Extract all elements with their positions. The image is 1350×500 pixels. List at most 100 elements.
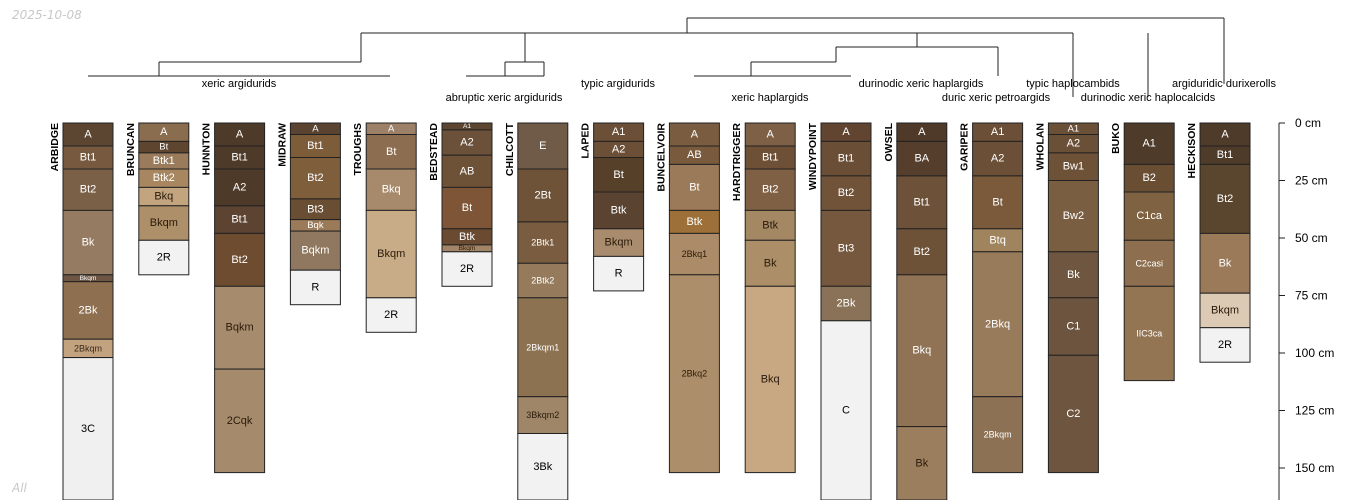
horizon-label: 2R <box>384 309 398 321</box>
profile-name: BUNCELVOIR <box>655 123 667 192</box>
horizon-block <box>441 251 493 287</box>
group-label: abruptic xeric argidurids <box>446 92 563 104</box>
soil-profile: CHILCOTT E 2Bt 2Btk1 2Btk2 2Bkqm1 3Bkqm2 3Bk <box>504 122 569 500</box>
soil-profile: BUKO A1 B2 C1ca C2casi IIC3ca <box>1110 122 1175 382</box>
horizon-label: Bt2 <box>307 172 324 184</box>
horizon-label: A <box>691 129 699 141</box>
horizon-block <box>744 239 796 287</box>
horizon-label: C2casi <box>1135 258 1163 268</box>
horizon-label: 2Bkqm1 <box>526 342 559 352</box>
horizon-block <box>593 255 645 292</box>
horizon-label: Btq <box>989 234 1006 246</box>
horizon-label: Bkqm <box>377 248 405 260</box>
horizon-label: Bkqm <box>1211 304 1239 316</box>
horizon-block <box>896 274 948 428</box>
profile-name: ARBIDGE <box>49 123 61 171</box>
horizon-block <box>1199 232 1251 294</box>
horizon-block <box>744 168 796 211</box>
profile-name: CHILCOTT <box>504 122 516 176</box>
horizon-label: Bkq <box>912 345 931 357</box>
soil-profile: WINDYPOINT A Bt1 Bt2 Bt3 2Bk C <box>807 122 872 500</box>
profile-name: HARDTRIGGER <box>731 123 743 202</box>
horizon-label: Btk1 <box>153 155 175 167</box>
horizon-block <box>1123 122 1175 165</box>
profile-name: HUNNTON <box>201 123 213 175</box>
horizon-label: A <box>767 129 775 141</box>
horizon-label: Bt1 <box>80 152 97 164</box>
horizon-label: B2 <box>1142 172 1155 184</box>
horizon-block <box>1047 354 1099 474</box>
taxonomic-group-labels: xeric argidurids abruptic xeric argidurid… <box>202 78 1277 104</box>
horizon-label: Bt1 <box>914 196 931 208</box>
horizon-block <box>896 175 948 230</box>
horizon-block <box>1199 163 1251 234</box>
horizon-label: 2R <box>460 263 474 275</box>
horizon-block <box>1199 327 1251 363</box>
group-label: durinodic xeric haplargids <box>859 78 984 90</box>
footer-watermark: All <box>12 481 27 495</box>
horizon-label: Bt <box>159 142 168 153</box>
horizon-label: 2Bt <box>535 189 552 201</box>
horizon-block <box>138 239 190 276</box>
profile-name: LAPED <box>580 123 592 159</box>
depth-tick-label: 50 cm <box>1295 231 1328 245</box>
group-label: typic haplocambids <box>1026 78 1120 90</box>
soil-profile: GARIPER A1 A2 Bt Btq 2Bkq 2Bkqm <box>959 122 1024 474</box>
horizon-label: A1 <box>612 126 625 138</box>
horizon-label: Btk <box>762 219 778 231</box>
horizon-label: Bqkm <box>301 245 329 257</box>
horizon-block <box>517 221 569 264</box>
horizon-block <box>1047 251 1099 299</box>
date-watermark: 2025-10-08 <box>12 8 82 22</box>
horizon-block <box>744 209 796 241</box>
horizon-label: A <box>918 126 926 138</box>
profile-name: MIDRAW <box>276 123 288 167</box>
horizon-label: Btk <box>611 204 627 216</box>
horizon-label: R <box>615 268 623 280</box>
horizon-label: Bt2 <box>231 254 248 266</box>
horizon-block <box>214 168 266 207</box>
horizon-label: Bkq <box>154 191 173 203</box>
horizon-label: 2R <box>1218 339 1232 351</box>
horizon-label: Bt1 <box>762 152 779 164</box>
horizon-block <box>289 157 341 200</box>
horizon-block <box>289 269 341 306</box>
horizon-label: Bkq <box>761 373 780 385</box>
horizon-block <box>972 396 1024 474</box>
horizon-block <box>1123 163 1175 193</box>
depth-tick-label: 0 cm <box>1295 116 1321 130</box>
dendrogram <box>88 17 1225 97</box>
horizon-label: Bt1 <box>307 140 324 152</box>
horizon-label: Bkqm <box>80 275 97 282</box>
horizon-block <box>820 320 872 500</box>
horizon-label: Bt <box>992 196 1002 208</box>
horizon-block <box>441 154 493 188</box>
horizon-label: R <box>311 281 319 293</box>
horizon-block <box>517 297 569 398</box>
horizon-label: Bkqm <box>459 245 476 252</box>
profile-name: WHOLAN <box>1034 123 1046 170</box>
horizon-block <box>289 230 341 271</box>
horizon-block <box>593 157 645 193</box>
horizon-label: 2Bkqm <box>984 430 1012 440</box>
horizon-label: Btk2 <box>153 172 175 184</box>
horizon-label: C <box>842 404 850 416</box>
horizon-label: Bk <box>82 237 95 249</box>
horizon-block <box>365 168 417 211</box>
horizon-label: Bt <box>613 169 623 181</box>
horizon-label: AB <box>687 149 702 161</box>
horizon-label: 2Btk1 <box>531 238 554 248</box>
horizon-label: Bt <box>689 181 699 193</box>
soil-profile: HUNNTON A Bt1 A2 Bt1 Bt2 Bqkm 2Cqk <box>201 122 266 474</box>
horizon-label: Bqkm <box>226 322 254 334</box>
horizon-block <box>1199 292 1251 329</box>
group-label: durinodic xeric haplocalcids <box>1081 92 1216 104</box>
horizon-label: Btk <box>459 231 475 243</box>
horizon-block <box>365 134 417 170</box>
horizon-label: Bt1 <box>838 153 855 165</box>
horizon-block <box>214 205 266 234</box>
horizon-block <box>972 175 1024 230</box>
horizon-label: A1 <box>991 126 1004 138</box>
horizon-label: A1 <box>1068 123 1080 134</box>
horizon-block <box>744 285 796 474</box>
